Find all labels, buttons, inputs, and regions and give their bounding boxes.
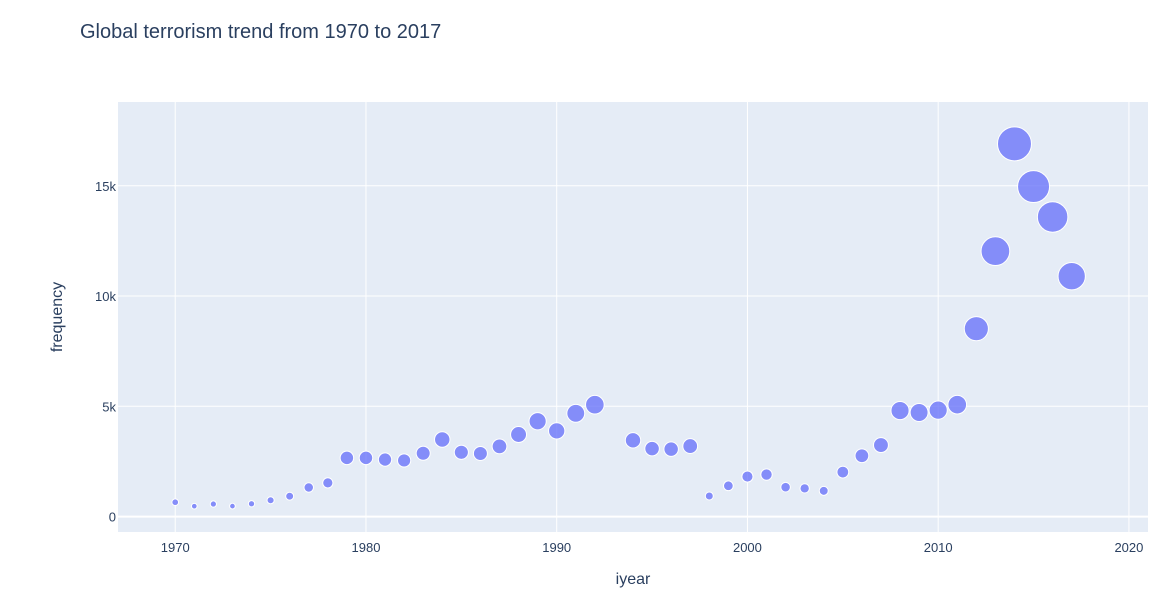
data-point[interactable]: [434, 431, 451, 448]
data-point[interactable]: [741, 470, 754, 483]
data-point[interactable]: [928, 400, 948, 420]
data-point[interactable]: [890, 401, 910, 421]
data-point[interactable]: [358, 450, 374, 466]
data-point[interactable]: [704, 491, 714, 501]
data-point[interactable]: [836, 465, 850, 479]
data-point[interactable]: [873, 437, 889, 454]
data-point[interactable]: [980, 236, 1011, 267]
x-tick-label: 2000: [733, 540, 762, 555]
data-point[interactable]: [266, 496, 275, 505]
data-point[interactable]: [644, 440, 660, 457]
data-point[interactable]: [171, 498, 180, 507]
x-tick-label: 1970: [161, 540, 190, 555]
data-point[interactable]: [472, 446, 488, 461]
data-point[interactable]: [209, 500, 217, 508]
y-tick-labels: 0 5k 10k 15k: [95, 179, 116, 525]
data-point[interactable]: [190, 502, 198, 510]
data-point[interactable]: [285, 491, 295, 501]
data-point[interactable]: [322, 477, 334, 489]
data-point[interactable]: [566, 403, 586, 423]
x-tick-label: 1990: [542, 540, 571, 555]
data-point[interactable]: [682, 438, 699, 454]
data-point[interactable]: [1057, 262, 1086, 291]
data-point[interactable]: [548, 422, 566, 440]
y-tick-label: 15k: [95, 179, 116, 194]
data-point[interactable]: [909, 402, 929, 422]
grid-lines: [118, 102, 1148, 532]
data-point[interactable]: [303, 482, 314, 493]
data-point[interactable]: [528, 412, 547, 431]
data-point[interactable]: [780, 481, 791, 493]
data-point[interactable]: [722, 480, 734, 492]
data-point[interactable]: [339, 450, 355, 466]
x-axis-title: iyear: [616, 571, 651, 588]
data-point[interactable]: [397, 453, 412, 468]
y-axis-title: frequency: [49, 282, 66, 352]
data-point[interactable]: [996, 126, 1032, 162]
data-point[interactable]: [1017, 170, 1051, 204]
data-point[interactable]: [510, 426, 528, 443]
plot-background: [118, 102, 1148, 532]
data-point[interactable]: [415, 445, 431, 461]
y-tick-label: 5k: [102, 399, 116, 414]
x-tick-label: 2010: [924, 540, 953, 555]
data-point[interactable]: [963, 316, 989, 342]
data-point[interactable]: [760, 468, 773, 481]
x-tick-label: 2020: [1114, 540, 1143, 555]
data-point[interactable]: [624, 432, 642, 449]
data-point[interactable]: [663, 441, 679, 457]
y-tick-label: 10k: [95, 289, 116, 304]
data-point[interactable]: [453, 444, 469, 460]
data-markers: [171, 126, 1086, 510]
chart-title: Global terrorism trend from 1970 to 2017: [80, 21, 441, 43]
data-point[interactable]: [229, 502, 236, 510]
y-tick-label: 0: [109, 510, 116, 525]
data-point[interactable]: [585, 394, 605, 415]
data-point[interactable]: [854, 448, 870, 464]
data-point[interactable]: [1036, 201, 1069, 233]
data-point[interactable]: [491, 438, 508, 455]
data-point[interactable]: [799, 483, 810, 494]
x-tick-labels: 1970 1980 1990 2000 2010 2020: [161, 540, 1144, 555]
data-point[interactable]: [947, 394, 968, 415]
data-point[interactable]: [247, 500, 256, 508]
data-point[interactable]: [818, 485, 829, 496]
x-tick-label: 1980: [352, 540, 381, 555]
data-point[interactable]: [377, 452, 393, 467]
